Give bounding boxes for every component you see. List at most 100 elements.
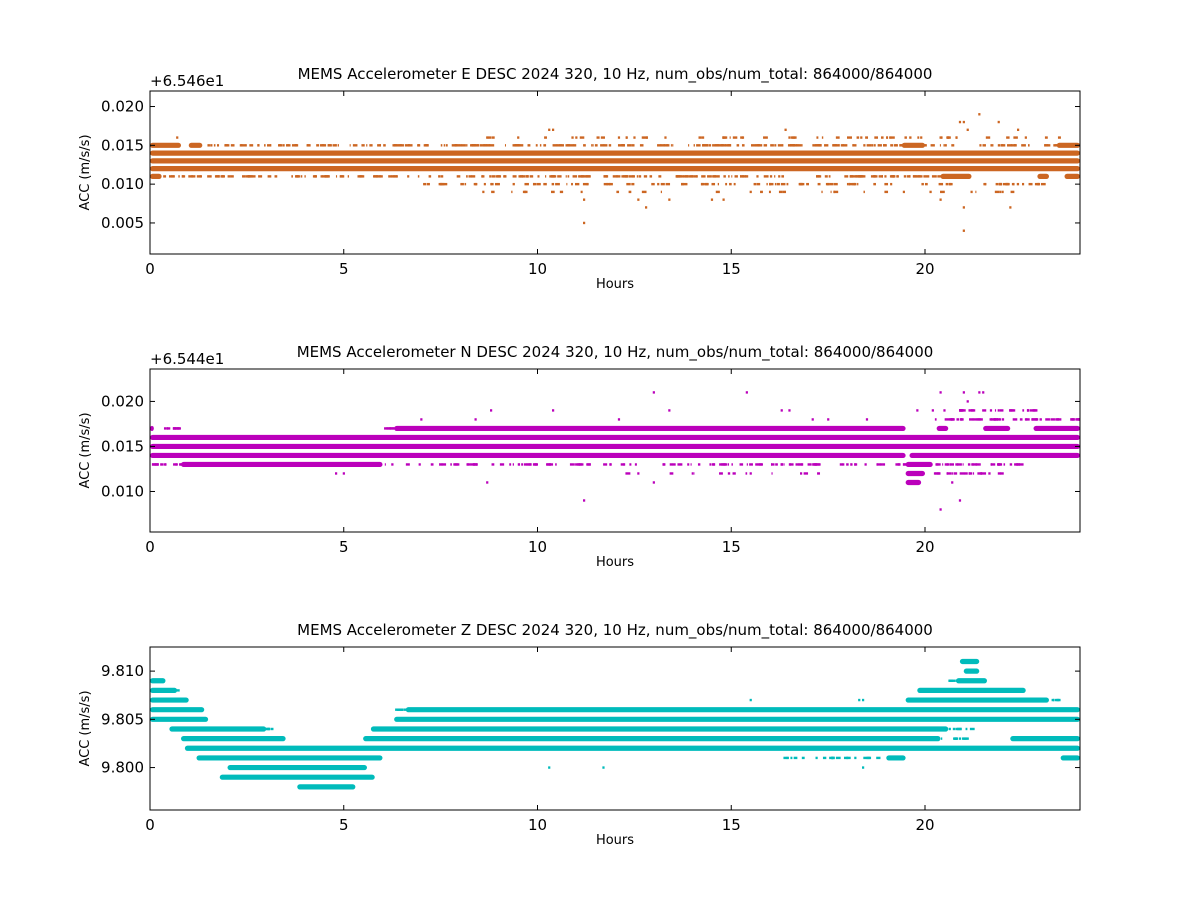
data-dash [1003,463,1006,466]
data-dash [803,472,809,475]
data-dash [207,144,210,147]
data-point [889,136,892,139]
data-dash [880,463,883,466]
data-point [745,391,748,394]
data-dash [669,472,674,475]
data-dash [309,144,311,147]
data-dash [403,708,407,711]
data-dash [649,175,653,178]
data-dash [531,175,534,178]
data-dash [270,727,274,731]
data-dash [438,175,441,178]
data-dash [865,136,868,139]
data-dash [160,463,162,466]
x-tick-label: 0 [145,260,155,278]
data-dash [512,144,518,147]
data-dash [634,463,637,466]
data-dash [858,175,862,178]
data-band [1010,736,1080,742]
data-dash [953,737,957,740]
data-point [784,128,787,132]
data-dash [776,182,780,186]
data-dash [632,175,635,178]
data-dash [657,182,660,186]
data-dash [722,136,728,139]
data-dash [297,175,299,178]
data-dash [848,182,850,186]
data-dash [1045,418,1050,421]
data-dash [482,175,485,178]
data-dash [790,144,796,147]
data-dash [817,472,821,475]
data-dash [489,144,495,147]
data-dash [397,708,400,711]
data-dash [603,144,608,147]
data-dash [163,427,167,430]
data-dash [904,144,909,147]
data-dash [314,175,316,178]
data-band [150,434,1080,441]
data-dash [397,144,401,147]
data-dash [357,175,361,178]
data-dash [512,175,517,178]
data-dash [583,144,586,147]
data-band [905,697,1049,703]
data-dash [782,144,784,147]
data-dash [755,463,758,466]
data-dash [636,175,639,178]
data-dash [616,190,620,194]
data-layer [150,391,1080,511]
data-dash [1059,144,1064,147]
data-point [645,206,648,209]
data-dash [214,175,220,178]
data-point [958,499,962,502]
data-dash [792,136,797,139]
data-dash [829,182,834,186]
data-dash [679,175,685,178]
data-dash [715,175,720,178]
data-band [405,707,1080,713]
data-dash [793,756,798,760]
data-dash [441,463,447,466]
data-dash [871,144,874,147]
data-dash [824,144,829,147]
data-dash [889,175,895,178]
data-dash [662,463,665,466]
data-dash [952,472,954,475]
data-point [625,136,628,139]
data-dash [978,418,983,421]
data-dash [543,182,547,186]
data-dash [944,144,947,147]
data-dash [717,182,720,186]
data-dash [722,136,725,139]
data-dash [996,418,1000,421]
data-dash [160,463,164,466]
data-dash [327,144,332,147]
data-dash [962,463,964,466]
data-dash [953,472,955,475]
data-dash [491,190,495,194]
data-dash [573,144,577,147]
data-dash [682,182,688,186]
data-band [905,470,925,477]
data-point [788,136,791,139]
data-point [602,708,605,711]
data-dash [947,472,952,475]
data-dash [1006,182,1009,186]
data-dash [780,463,784,466]
data-point [583,221,586,225]
data-dash [631,144,635,147]
data-point [552,128,555,132]
data-point [854,182,857,186]
data-dash [883,144,886,147]
data-dash [483,144,488,147]
data-dash [1040,182,1046,186]
data-dash [408,144,411,147]
data-dash [1046,144,1049,147]
data-point [962,206,965,209]
data-dash [984,182,986,186]
data-band [370,726,949,732]
x-tick-label: 5 [339,538,349,556]
data-band [150,443,1080,450]
data-dash [430,463,434,466]
